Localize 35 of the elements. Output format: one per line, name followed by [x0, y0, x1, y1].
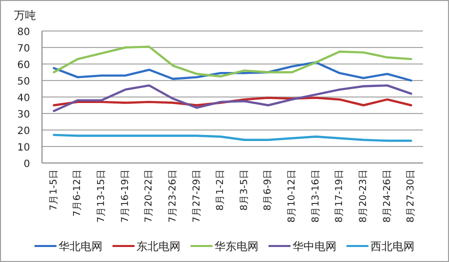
legend-label: 东北电网	[136, 240, 180, 253]
x-tick-label: 7月27-29日	[191, 169, 202, 223]
line-series	[52, 96, 412, 106]
x-tick-label: 8月27-30日	[406, 169, 417, 223]
legend-label: 华中电网	[292, 240, 336, 253]
x-tick-label: 8月24-26日	[382, 169, 393, 223]
x-tick-label: 8月13-16日	[310, 169, 322, 223]
y-tick-label: 0	[24, 159, 30, 170]
x-tick-label: 8月6-9日	[262, 169, 274, 211]
y-tick-label: 10	[17, 142, 30, 154]
y-tick-label: 70	[17, 44, 30, 54]
x-tick-label: 7月13-15日	[96, 169, 108, 223]
line-series	[52, 61, 412, 82]
x-tick-label: 7月6-12日	[72, 169, 84, 217]
x-tick-label: 8月20-23日	[358, 169, 369, 223]
x-tick-label: 8月17-19日	[334, 169, 346, 223]
y-tick-label: 20	[17, 126, 30, 137]
line-series	[52, 84, 412, 112]
legend-label: 华北电网	[58, 240, 102, 253]
y-axis-title: 万吨	[14, 9, 36, 22]
x-tick-label: 7月20-22日	[144, 169, 155, 223]
line-series	[52, 46, 412, 78]
x-tick-label: 7月16-19日	[120, 169, 131, 223]
x-tick-label: 8月3-5日	[238, 169, 250, 211]
y-tick-label: 30	[17, 110, 30, 120]
x-tick-label: 7月23-26日	[167, 169, 178, 223]
x-tick-label: 8月1-2日	[215, 169, 226, 211]
x-tick-label: 7月1-5日	[48, 169, 60, 211]
y-tick-label: 60	[17, 60, 30, 71]
legend-label: 华东电网	[214, 240, 258, 253]
legend-label: 西北电网	[370, 240, 414, 253]
y-tick-label: 50	[17, 76, 30, 88]
x-tick-label: 8月10-12日	[286, 169, 298, 223]
y-tick-label: 40	[17, 93, 30, 104]
y-tick-label: 80	[17, 27, 30, 38]
